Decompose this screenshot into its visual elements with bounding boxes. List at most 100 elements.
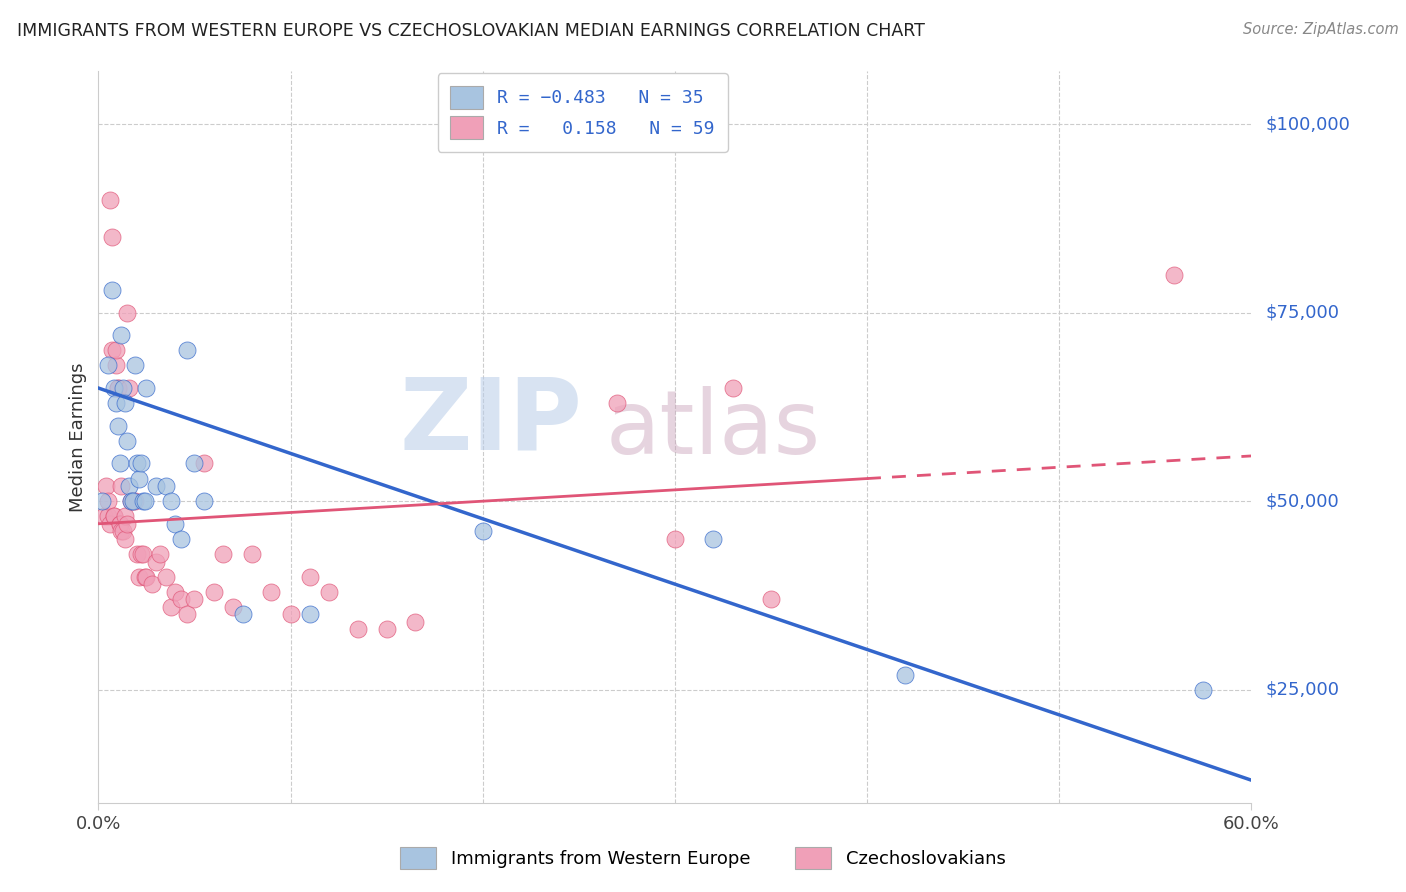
Point — [145, 554, 167, 568]
Point — [101, 230, 124, 244]
Point — [98, 193, 121, 207]
Point — [103, 509, 125, 524]
Y-axis label: Median Earnings: Median Earnings — [69, 362, 87, 512]
Point — [405, 615, 427, 629]
Point — [120, 494, 142, 508]
Point — [117, 516, 139, 531]
Point — [108, 457, 131, 471]
Text: ZIP: ZIP — [399, 374, 582, 471]
Point — [97, 359, 120, 373]
Point — [118, 479, 141, 493]
Point — [721, 381, 744, 395]
Point — [120, 494, 142, 508]
Point — [202, 584, 225, 599]
Point — [124, 359, 146, 373]
Point — [104, 343, 127, 358]
Point — [94, 479, 117, 493]
Legend: Immigrants from Western Europe, Czechoslovakians: Immigrants from Western Europe, Czechosl… — [391, 838, 1015, 879]
Point — [135, 569, 157, 583]
Point — [112, 524, 135, 539]
Point — [134, 494, 156, 508]
Point — [347, 623, 370, 637]
Point — [125, 457, 148, 471]
Point — [135, 381, 157, 395]
Point — [1163, 268, 1185, 282]
Point — [101, 283, 124, 297]
Text: atlas: atlas — [606, 386, 821, 474]
Point — [240, 547, 263, 561]
Point — [606, 396, 628, 410]
Point — [212, 547, 235, 561]
Point — [110, 524, 132, 539]
Point — [114, 532, 136, 546]
Point — [134, 569, 156, 583]
Text: IMMIGRANTS FROM WESTERN EUROPE VS CZECHOSLOVAKIAN MEDIAN EARNINGS CORRELATION CH: IMMIGRANTS FROM WESTERN EUROPE VS CZECHO… — [17, 22, 925, 40]
Point — [165, 584, 187, 599]
Point — [131, 547, 153, 561]
Point — [101, 343, 124, 358]
Point — [131, 494, 153, 508]
Point — [471, 524, 494, 539]
Point — [176, 343, 198, 358]
Point — [98, 516, 121, 531]
Point — [124, 494, 146, 508]
Point — [170, 532, 193, 546]
Point — [702, 532, 724, 546]
Point — [128, 569, 150, 583]
Point — [298, 607, 321, 622]
Point — [117, 306, 139, 320]
Point — [107, 381, 129, 395]
Point — [165, 516, 187, 531]
Point — [231, 607, 254, 622]
Point — [114, 396, 136, 410]
Point — [160, 494, 183, 508]
Point — [128, 471, 150, 485]
Point — [129, 547, 152, 561]
Point — [114, 509, 136, 524]
Point — [145, 479, 167, 493]
Point — [260, 584, 283, 599]
Point — [97, 509, 120, 524]
Point — [183, 592, 205, 607]
Point — [93, 509, 115, 524]
Point — [104, 359, 127, 373]
Point — [117, 434, 139, 448]
Text: $100,000: $100,000 — [1265, 115, 1350, 133]
Point — [141, 577, 163, 591]
Point — [107, 418, 129, 433]
Point — [122, 494, 145, 508]
Point — [110, 328, 132, 343]
Point — [122, 494, 145, 508]
Point — [112, 381, 135, 395]
Point — [318, 584, 340, 599]
Point — [108, 516, 131, 531]
Point — [222, 599, 245, 614]
Point — [97, 494, 120, 508]
Point — [170, 592, 193, 607]
Point — [193, 457, 215, 471]
Point — [759, 592, 782, 607]
Point — [108, 516, 131, 531]
Point — [664, 532, 686, 546]
Point — [149, 547, 172, 561]
Point — [104, 396, 127, 410]
Point — [1192, 682, 1215, 697]
Point — [375, 623, 398, 637]
Point — [298, 569, 321, 583]
Point — [129, 457, 152, 471]
Point — [160, 599, 183, 614]
Point — [103, 381, 125, 395]
Point — [155, 479, 177, 493]
Legend: R = −0.483   N = 35, R =   0.158   N = 59: R = −0.483 N = 35, R = 0.158 N = 59 — [437, 73, 727, 152]
Text: Source: ZipAtlas.com: Source: ZipAtlas.com — [1243, 22, 1399, 37]
Text: $75,000: $75,000 — [1265, 303, 1340, 322]
Text: $50,000: $50,000 — [1265, 492, 1339, 510]
Point — [125, 547, 148, 561]
Point — [110, 479, 132, 493]
Point — [118, 381, 141, 395]
Point — [155, 569, 177, 583]
Point — [193, 494, 215, 508]
Point — [176, 607, 198, 622]
Point — [280, 607, 302, 622]
Point — [894, 667, 917, 681]
